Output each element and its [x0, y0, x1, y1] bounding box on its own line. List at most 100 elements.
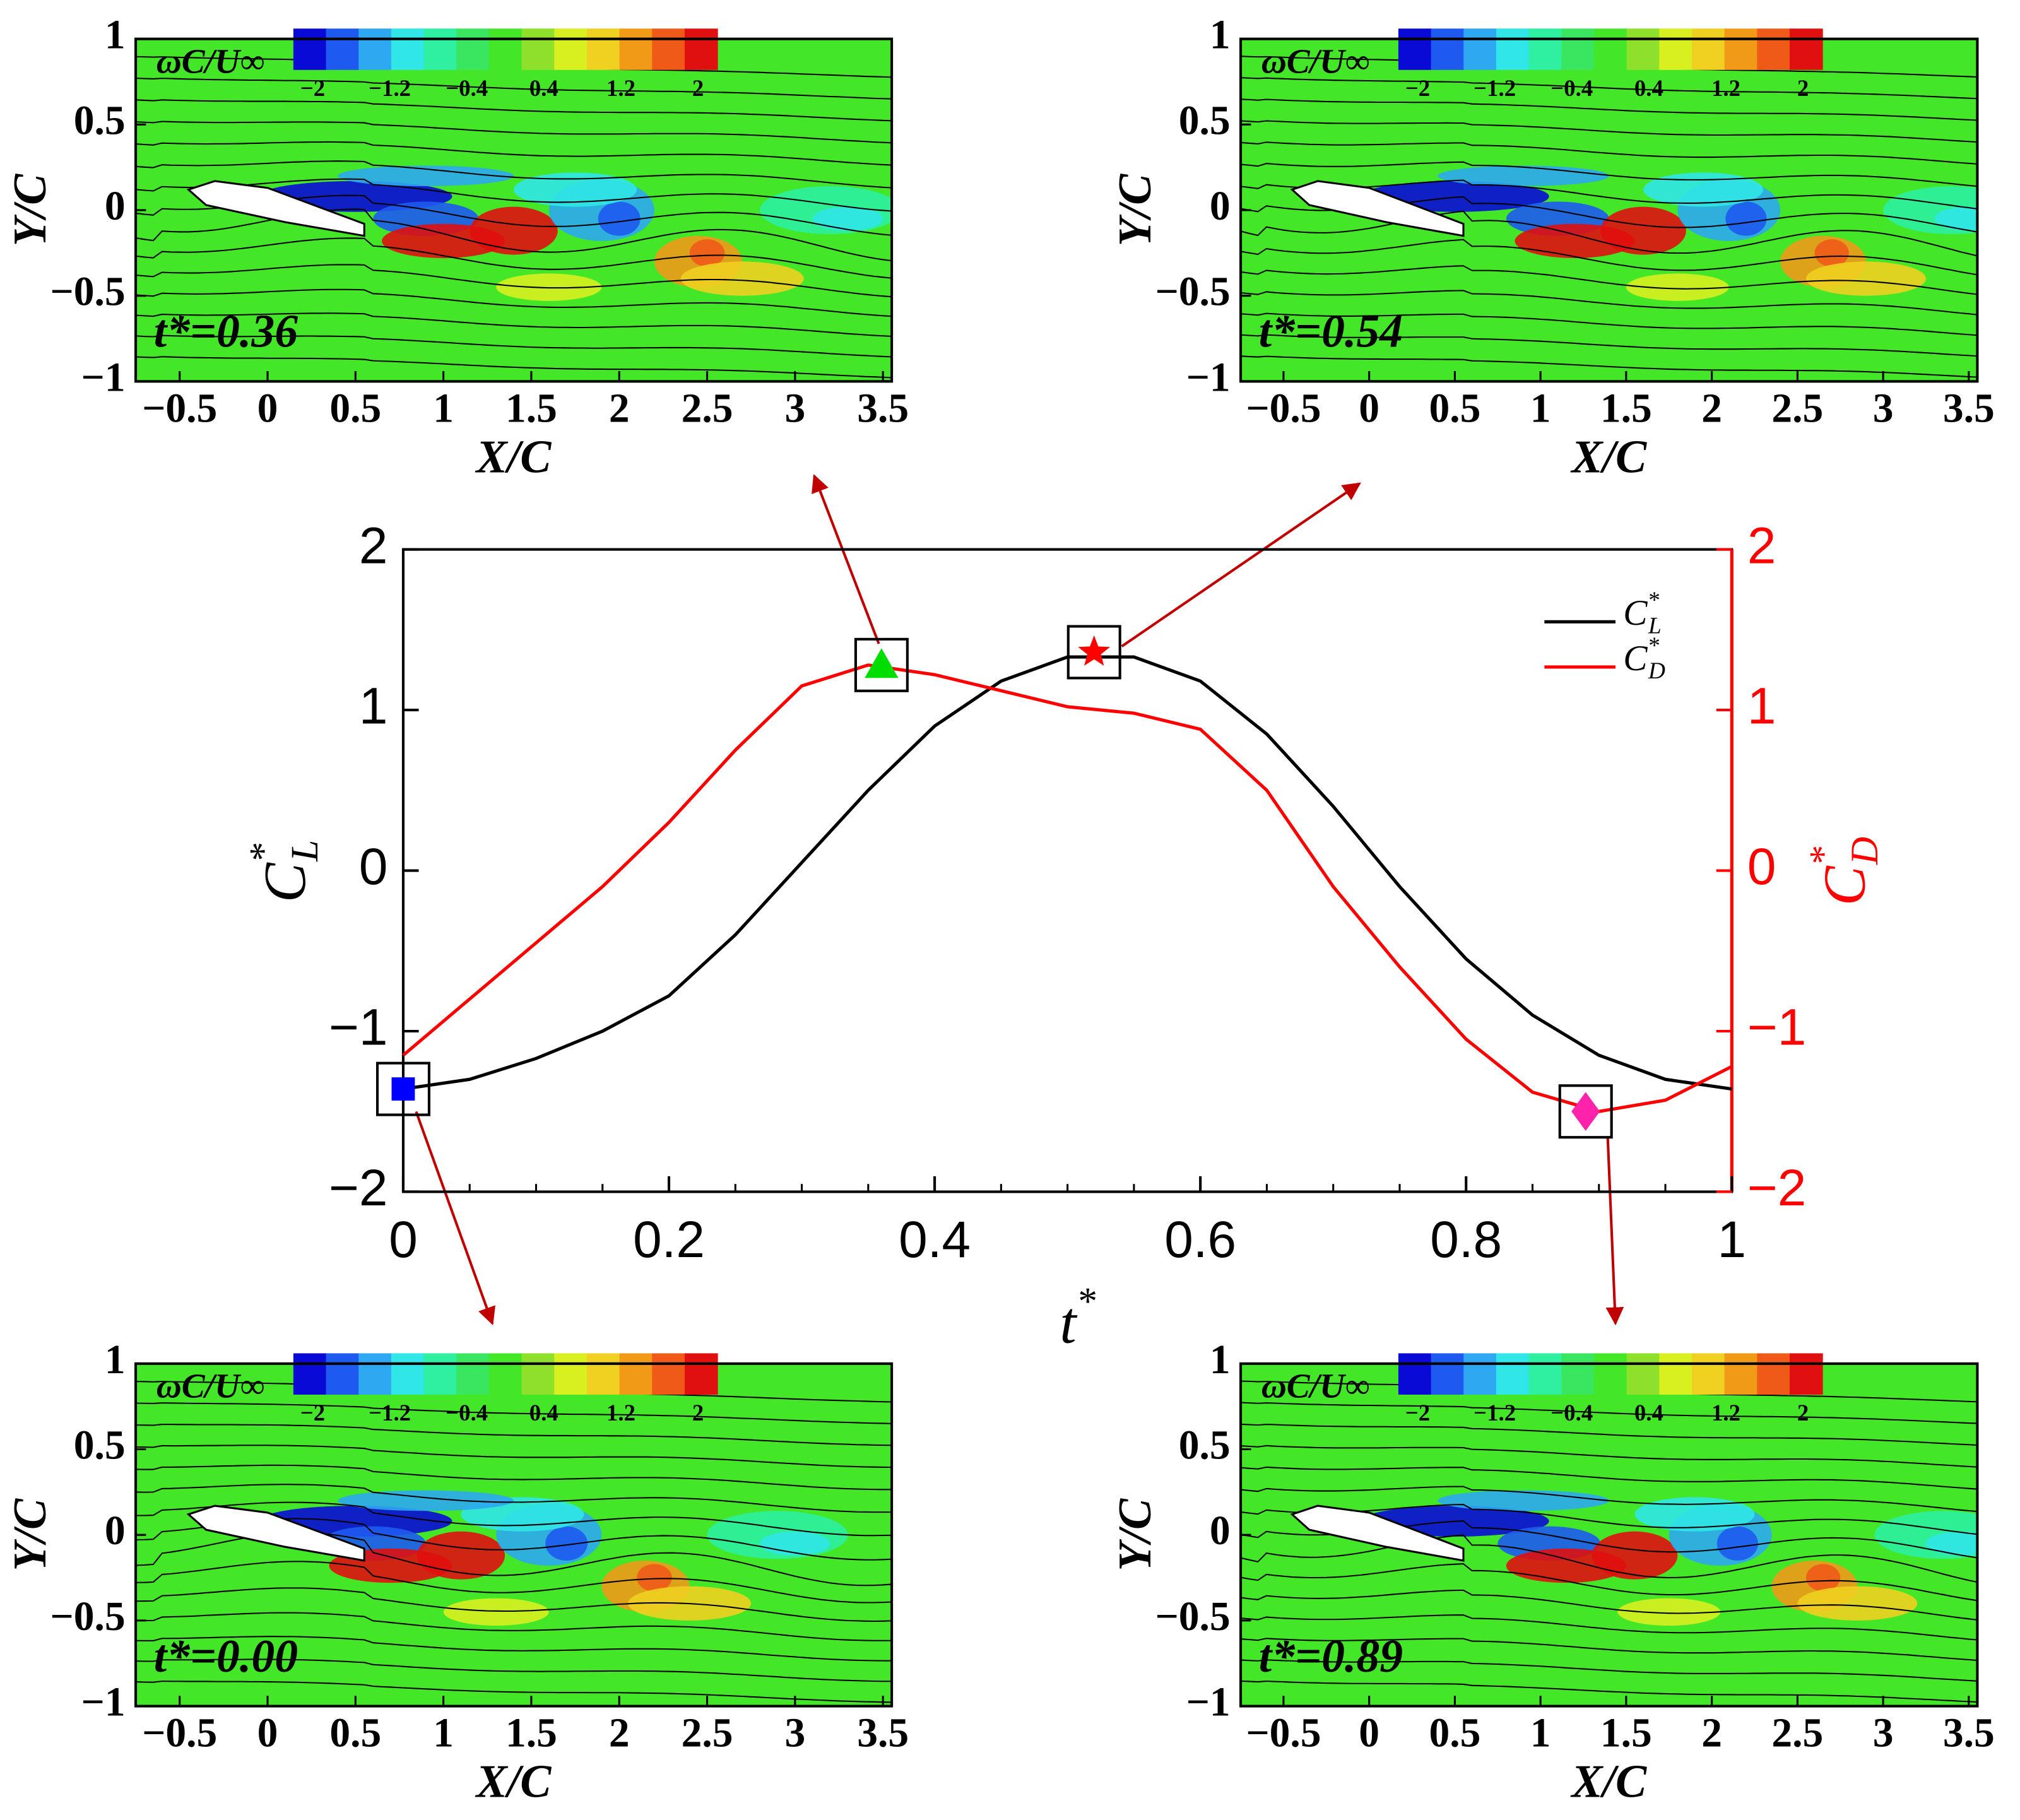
label-base: C	[252, 862, 317, 902]
x-tick-label: 2.5	[682, 386, 733, 432]
arrow	[812, 474, 880, 644]
y-tick-label: −0.5	[50, 269, 125, 315]
x-tick-label: 3.5	[857, 386, 909, 432]
field	[136, 38, 892, 382]
streamline	[136, 1612, 892, 1641]
y-tick-label: 2	[359, 517, 388, 574]
streamline	[1241, 141, 1978, 165]
colorbar-box	[1789, 1353, 1823, 1395]
streamline	[136, 141, 892, 166]
x-tick-label: −0.5	[1246, 386, 1321, 432]
colorbar-box	[521, 1353, 555, 1395]
streamline	[1241, 1589, 1978, 1621]
colorbar-box	[586, 1353, 620, 1395]
x-tick-label: 1.5	[505, 1711, 557, 1756]
colorbar-box	[652, 1353, 685, 1395]
vortex	[1797, 1586, 1918, 1621]
streamline	[136, 208, 892, 262]
vortex	[545, 1526, 588, 1561]
colorbar-box	[652, 28, 685, 70]
y-tick-label: 1	[105, 13, 126, 58]
colorbar-box	[358, 28, 392, 70]
colorbar-tick-label: 1.2	[1711, 75, 1740, 101]
vortex	[1643, 172, 1764, 207]
streamline	[136, 1658, 892, 1682]
x-tick-label: 3	[784, 386, 805, 432]
colorbar-tick-label: 0.4	[529, 1400, 558, 1426]
vortex	[689, 239, 725, 267]
streamline	[136, 1636, 892, 1662]
colorbar-tick-label: 0.4	[529, 75, 558, 101]
y-tick-label: 1	[1210, 1337, 1231, 1383]
streamline	[1241, 1445, 1978, 1468]
colorbar-box	[1398, 28, 1432, 70]
marker-box	[1558, 1084, 1613, 1139]
colorbar-box	[1431, 1353, 1465, 1395]
y-tick-label: 0.5	[74, 1423, 126, 1468]
x-axis-label: X/C	[1570, 430, 1647, 482]
vortex	[1805, 1564, 1841, 1592]
y-tick-label: −1	[81, 355, 126, 400]
streamline	[136, 1402, 892, 1424]
y-axis-label: Y/C	[1109, 174, 1161, 247]
arrow	[1121, 482, 1361, 647]
colorbar-box	[358, 1353, 392, 1395]
x-tick-label: 1.5	[505, 386, 557, 432]
y-tick-label: 0	[105, 184, 126, 229]
marker	[1078, 635, 1111, 666]
colorbar-tick-label: −0.4	[446, 75, 488, 101]
x-tick-label: 2	[1701, 1711, 1722, 1756]
streamline	[136, 1681, 892, 1703]
x-tick-label: 1	[1530, 386, 1551, 432]
arrows	[415, 474, 1624, 1326]
annotation: t*=0.36	[154, 305, 298, 357]
streamline	[136, 77, 892, 100]
colorbar-box	[1496, 28, 1530, 70]
x-tick-label: 0.6	[1164, 1211, 1236, 1268]
vortex	[514, 172, 637, 207]
contour-panel: −2 −1.2 −0.4 0.4 1.2 2 ωC/U∞ t*=0.89 −0.5 0 0.5 1 1.…	[1109, 1337, 1995, 1807]
vortex	[760, 1531, 830, 1556]
vortex	[1626, 273, 1729, 301]
streamline	[1241, 239, 1978, 276]
vortex	[1934, 206, 1978, 231]
streamline	[1241, 77, 1978, 100]
streamline	[136, 1484, 892, 1513]
y-axis-label: Y/C	[4, 174, 56, 247]
marker-box	[854, 637, 909, 692]
streamline	[136, 178, 892, 212]
marker-box	[1066, 625, 1121, 680]
label-sub: L	[283, 840, 326, 862]
colorbar-box	[554, 1353, 588, 1395]
colorbar-box	[1431, 28, 1465, 70]
vortex	[470, 206, 558, 255]
arrow	[1605, 1137, 1624, 1326]
vortex	[680, 261, 804, 296]
vortex	[443, 1598, 549, 1626]
x-tick-label: 0	[389, 1211, 418, 1268]
streamline	[136, 1561, 892, 1604]
label-base: t	[1060, 1290, 1078, 1356]
y2-tick-label: −2	[1747, 1159, 1806, 1217]
x-tick-label: 1.5	[1600, 1711, 1652, 1756]
colorbar-tick-label: −0.4	[446, 1400, 488, 1426]
series-line	[402, 663, 1733, 1113]
x-tick-label: −0.5	[142, 386, 217, 432]
streamline	[1241, 312, 1978, 336]
x-tick-label: 1	[433, 1711, 454, 1756]
x-tick-label: 0.5	[1429, 386, 1480, 432]
label-sub: D	[1843, 837, 1886, 865]
vortex	[1592, 1531, 1678, 1580]
y-axis-label: C*L	[242, 840, 326, 902]
colorbar-box	[1659, 1353, 1692, 1395]
y-tick-label: 1	[359, 678, 388, 735]
streamline	[1241, 265, 1978, 295]
y-tick-label: 0.5	[1179, 1423, 1231, 1468]
streamline	[136, 1424, 892, 1446]
colorbar-tick-label: −1.2	[1474, 75, 1516, 101]
x-tick-label: 2.5	[1771, 386, 1823, 432]
y-axis-label: Y/C	[4, 1498, 56, 1571]
vortex	[338, 165, 514, 187]
y-axis-label: Y/C	[1109, 1498, 1161, 1571]
y-tick-label: 0.5	[74, 98, 126, 143]
